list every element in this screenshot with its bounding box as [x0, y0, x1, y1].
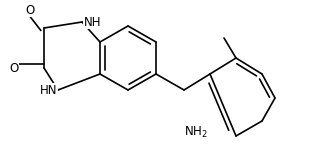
Text: HN: HN: [39, 83, 57, 97]
Text: O: O: [9, 61, 19, 75]
Text: NH: NH: [84, 15, 101, 28]
Text: O: O: [26, 3, 35, 16]
Text: NH$_2$: NH$_2$: [184, 125, 208, 140]
